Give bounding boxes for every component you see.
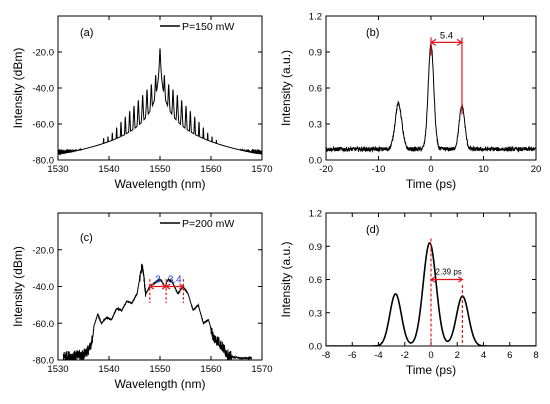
panel-c-y-tick-label: -40.0 (32, 282, 54, 293)
panel-d-arrowhead-left (429, 276, 436, 283)
panel-b-x-tick-label: -20 (319, 164, 333, 175)
panel-a-x-tick-label: 1550 (149, 164, 170, 175)
panel-a-y-axis-label: Intensity (dBm) (11, 48, 25, 129)
panel-d-x-tick-label: 6 (507, 350, 512, 361)
panel-a-label: (a) (80, 27, 93, 39)
panel-c-label: (c) (80, 232, 93, 244)
panel-b-x-axis-label: Time (ps) (406, 177, 456, 191)
panel-c-y-axis-label: Intensity (dBm) (11, 246, 25, 327)
panel-c-spectrum-line (62, 263, 253, 360)
panel-d-separation-label: 2.39 ps (436, 268, 462, 277)
panel-a-y-tick-label: -80.0 (32, 156, 54, 167)
panel-d: -8 -6 -4 -2 0 2 4 6 8 0.0 0.3 0.6 0.9 1.2 Time (ps) Int… (279, 209, 539, 378)
panel-d-y-tick-label: 0.6 (309, 275, 322, 286)
panel-c-x-tick-label: 1570 (251, 364, 272, 375)
panel-b-x-tick-label: 20 (531, 164, 542, 175)
panel-a: 1530 1540 1550 1560 1570 -80.0 -60.0 -40.0 -20.0… (11, 15, 273, 191)
panel-d-x-tick-label: 0 (428, 350, 433, 361)
panel-b-arrowhead-left (429, 38, 437, 46)
panel-d-x-tick-label: -4 (374, 350, 382, 361)
panel-d-y-tick-label: 1.2 (309, 209, 322, 220)
panel-a-x-tick-label: 1570 (251, 164, 272, 175)
panel-b-y-tick-label: 0.9 (309, 48, 322, 59)
panel-d-x-axis-label: Time (ps) (406, 363, 456, 377)
panel-a-x-tick-label: 1530 (47, 164, 68, 175)
panel-d-y-tick-label: 0.3 (309, 308, 322, 319)
panel-b-x-tick-label: -10 (372, 164, 386, 175)
panel-b-x-tick-label: 10 (478, 164, 489, 175)
panel-a-legend-text: P=150 mW (182, 21, 234, 33)
panel-d-x-tick-label: 4 (481, 350, 486, 361)
panel-b: -20 -10 0 10 20 0.0 0.3 0.6 0.9 1.2 Time (ps) Inten… (279, 12, 541, 192)
panel-c-x-tick-label: 1560 (200, 364, 221, 375)
panel-b-x-tick-label: 0 (428, 164, 433, 175)
panel-d-y-tick-label: 0.9 (309, 242, 322, 253)
panel-b-label: (b) (366, 27, 379, 39)
panel-d-x-tick-label: -2 (401, 350, 409, 361)
panel-c-spacing-label-0: 3 (155, 275, 161, 286)
panel-a-y-tick-label: -60.0 (32, 120, 54, 131)
panel-b-y-axis-label: Intensity (a.u.) (279, 50, 293, 126)
panel-c-x-tick-label: 1550 (149, 364, 170, 375)
panel-c-x-tick-label: 1540 (98, 364, 119, 375)
panel-c-legend-text: P=200 mW (182, 218, 234, 230)
panel-c-arrowhead-left-1 (164, 283, 171, 290)
panel-b-y-tick-label: 0.3 (309, 120, 322, 131)
panel-a-x-axis-label: Wavelength (nm) (115, 177, 206, 191)
panel-c-y-tick-label: -20.0 (32, 245, 54, 256)
panel-b-y-tick-label: 0.0 (309, 156, 322, 167)
panel-c-y-tick-label: -80.0 (32, 356, 54, 367)
panel-a-y-tick-label: -20.0 (32, 48, 54, 59)
panel-b-separation-label: 5.4 (440, 30, 453, 41)
panel-c-arrowhead-right-1 (179, 283, 185, 290)
panel-a-y-tick-label: -40.0 (32, 84, 54, 95)
panel-d-label: (d) (366, 224, 379, 236)
panel-b-y-tick-label: 1.2 (309, 12, 322, 23)
panel-c-x-tick-label: 1530 (47, 364, 68, 375)
panel-b-arrowhead-right (456, 38, 464, 46)
panel-b-pulse-line (326, 43, 536, 153)
panel-d-y-axis-label: Intensity (a.u.) (279, 241, 293, 317)
panel-c-spacing-label-1: 3.4 (168, 275, 182, 286)
panel-c: 1530 1540 1550 1560 1570 -80.0 -60.0 -40.0 -20.0… (11, 212, 273, 391)
panel-a-x-tick-label: 1540 (98, 164, 119, 175)
panel-a-spectrum-line (58, 48, 262, 157)
panel-d-x-tick-label: 2 (455, 350, 460, 361)
panel-d-x-tick-label: -6 (348, 350, 356, 361)
panel-d-x-tick-label: 8 (533, 350, 538, 361)
panel-d-y-tick-label: 0.0 (309, 342, 322, 353)
panel-c-x-axis-label: Wavelength (nm) (115, 377, 206, 391)
panel-a-x-tick-label: 1560 (200, 164, 221, 175)
panel-b-y-tick-label: 0.6 (309, 84, 322, 95)
panel-d-x-tick-label: -8 (322, 350, 330, 361)
panel-d-arrowhead-right (458, 276, 464, 283)
panel-c-y-tick-label: -60.0 (32, 319, 54, 330)
panel-c-arrowhead-left-0 (148, 283, 155, 290)
